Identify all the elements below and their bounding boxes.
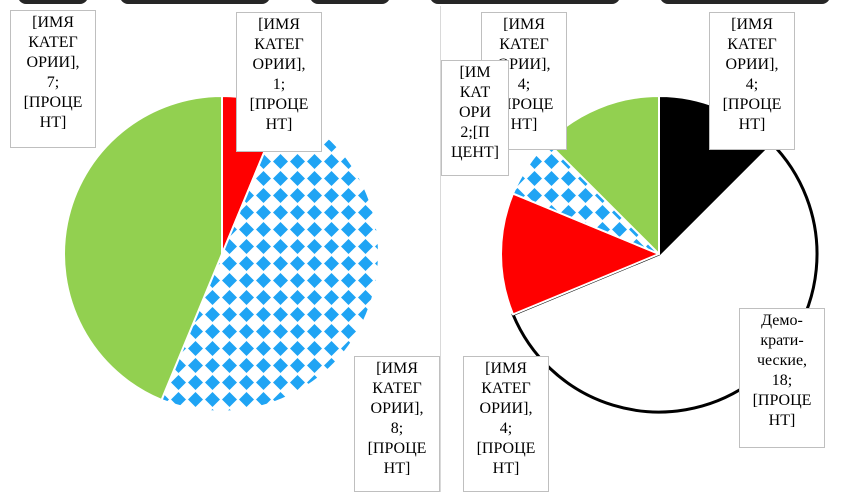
right-label-slice-3: [ИМЯ КАТЕГ ОРИИ], 4; [ПРОЦЕ НТ] <box>463 356 549 492</box>
left-pie-slice-2 <box>160 107 380 413</box>
left-pie-slice-3 <box>63 95 223 401</box>
right-pie-slice-3 <box>500 192 660 316</box>
left-pie-chart: [ИМЯ КАТЕГ ОРИИ], 7; [ПРОЦЕ НТ] [ИМЯ КАТ… <box>10 0 441 492</box>
right-label-slice-4: [ИМ КАТ ОРИ 2;[П ЦЕНТ] <box>441 60 509 176</box>
top-cut-off-text <box>0 0 864 6</box>
left-label-slice-2: [ИМЯ КАТЕГ ОРИИ], 8; [ПРОЦЕ НТ] <box>354 356 440 492</box>
left-label-slice-1: [ИМЯ КАТЕГ ОРИИ], 1; [ПРОЦЕ НТ] <box>236 12 322 152</box>
right-label-slice-2: Демо- крати- ческие, 18; [ПРОЦЕ НТ] <box>739 308 825 448</box>
right-label-slice-5: [ИМЯ КАТЕГ ОРИИ], 4; [ПРОЦЕ НТ] <box>481 12 567 150</box>
right-pie-chart: [ИМЯ КАТЕГ ОРИИ], 4; [ПРОЦЕ НТ] [ИМ КАТ … <box>441 0 864 492</box>
right-label-slice-1: [ИМЯ КАТЕГ ОРИИ], 4; [ПРОЦЕ НТ] <box>709 12 795 150</box>
left-label-slice-3: [ИМЯ КАТЕГ ОРИИ], 7; [ПРОЦЕ НТ] <box>10 10 96 148</box>
left-pie-svg <box>63 95 380 413</box>
